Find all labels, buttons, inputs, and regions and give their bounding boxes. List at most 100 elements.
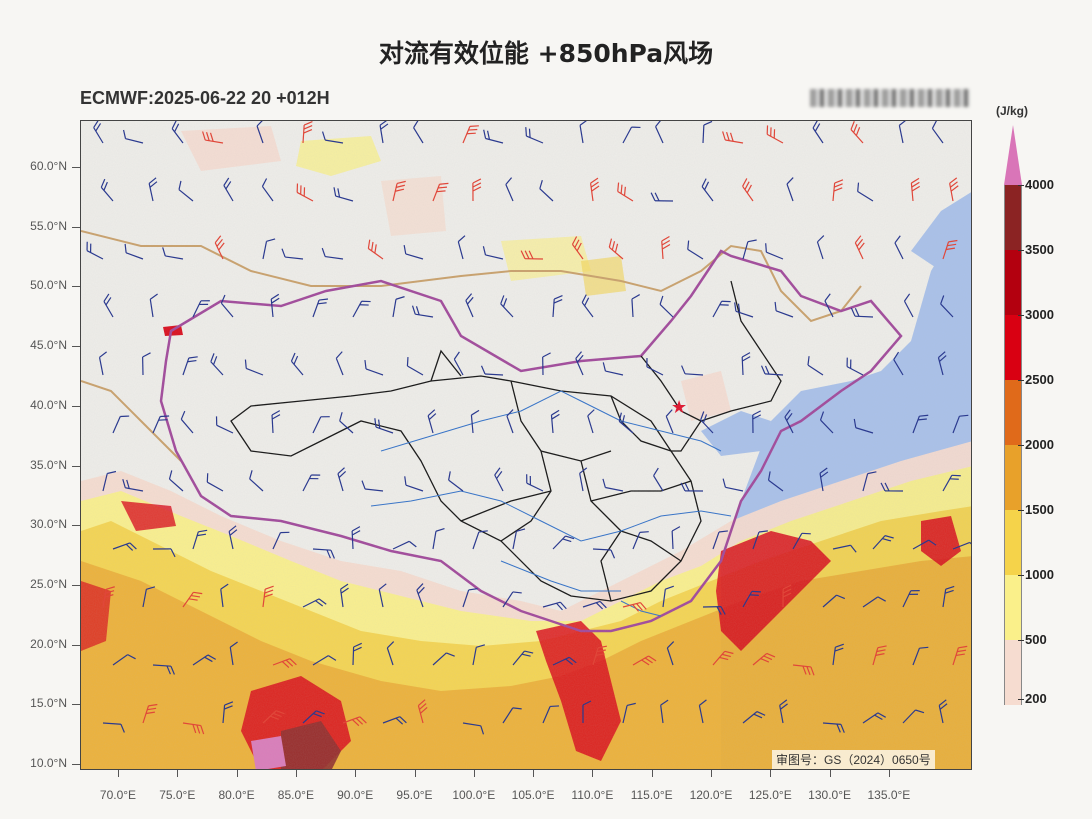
wind-barb <box>411 305 434 318</box>
wind-barb <box>632 655 657 666</box>
wind-barb <box>622 702 636 724</box>
lon-tick <box>177 770 179 777</box>
wind-barb <box>202 131 224 144</box>
wind-barb <box>552 535 575 550</box>
colorbar-segment <box>1004 250 1022 315</box>
map-panel[interactable]: ★ <box>80 120 972 770</box>
wind-barb <box>342 716 367 727</box>
wind-barb <box>903 293 914 318</box>
wind-barb <box>618 412 634 434</box>
wind-barb <box>152 548 176 558</box>
lat-label: 30.0°N <box>30 517 67 532</box>
wind-barb <box>494 467 504 492</box>
colorbar-tick <box>1018 575 1024 576</box>
wind-barb <box>949 177 959 202</box>
colorbar-tick <box>1018 185 1024 186</box>
wind-barb <box>741 352 751 376</box>
wind-barb <box>631 294 640 318</box>
wind-barb <box>472 178 482 202</box>
wind-barb <box>846 357 864 376</box>
colorbar-segment <box>1004 575 1022 640</box>
wind-barb <box>392 180 406 202</box>
wind-barb <box>512 650 534 666</box>
wind-barb <box>103 293 114 318</box>
lat-label: 15.0°N <box>30 696 67 711</box>
wind-barb <box>302 474 321 492</box>
wind-barb <box>321 247 344 260</box>
lon-tick <box>592 770 594 777</box>
colorbar-level-label: 4000 <box>1025 177 1054 192</box>
wind-barb <box>894 235 904 260</box>
wind-barb <box>582 600 607 610</box>
wind-barb <box>937 351 947 376</box>
wind-barb <box>952 541 971 550</box>
wind-barb <box>472 530 488 550</box>
wind-barb <box>337 467 347 492</box>
colorbar-segment <box>1004 510 1022 575</box>
wind-barb <box>312 548 335 559</box>
wind-barb <box>784 409 794 434</box>
wind-barb <box>182 356 198 376</box>
wind-barb <box>102 722 125 733</box>
wind-barb <box>786 177 794 202</box>
colorbar-segment <box>1004 445 1022 510</box>
wind-barb <box>850 121 864 144</box>
wind-barb <box>700 411 714 434</box>
wind-barb <box>782 584 792 608</box>
wind-barb <box>666 641 675 666</box>
wind-barb <box>912 646 929 666</box>
wind-barb <box>220 294 234 318</box>
lat-tick <box>72 167 80 168</box>
wind-barb <box>575 351 584 376</box>
wind-barb <box>262 710 285 724</box>
wind-barb <box>215 416 234 434</box>
wind-barb <box>352 642 362 666</box>
lon-label: 130.0°E <box>808 788 852 802</box>
wind-barb <box>681 365 704 376</box>
wind-barb <box>124 243 144 260</box>
wind-barb <box>367 239 384 260</box>
wind-barb <box>701 178 714 202</box>
wind-barb <box>142 352 151 376</box>
wind-barb <box>832 544 857 553</box>
wind-barb <box>807 356 824 376</box>
wind-barb <box>581 294 594 318</box>
lat-tick <box>72 584 80 586</box>
wind-barb <box>582 700 592 724</box>
lon-label: 105.0°E <box>511 788 555 802</box>
wind-barb <box>392 296 405 318</box>
wind-barb <box>542 601 567 611</box>
lat-label: 25.0°N <box>30 576 67 591</box>
wind-barb <box>271 410 281 434</box>
lon-tick <box>118 770 119 777</box>
wind-barb <box>862 712 886 724</box>
lat-label: 10.0°N <box>30 756 67 770</box>
wind-barb <box>687 240 704 260</box>
lat-label: 55.0°N <box>30 218 67 233</box>
wind-barb <box>872 535 894 550</box>
colorbar-level-label: 2000 <box>1025 437 1054 452</box>
lat-label: 40.0°N <box>30 397 67 412</box>
wind-barb <box>386 641 395 666</box>
wind-barb <box>819 467 829 492</box>
wind-barb <box>229 641 238 666</box>
colorbar-level-label: 1500 <box>1025 502 1054 517</box>
lon-tick <box>295 770 297 777</box>
wind-barb <box>698 699 707 724</box>
wind-barb <box>520 250 544 260</box>
lon-label: 125.0°E <box>748 788 792 802</box>
wind-barb <box>765 243 784 260</box>
wind-barb <box>774 301 794 318</box>
lon-tick <box>355 770 357 777</box>
colorbar-tick <box>1018 250 1024 251</box>
wind-barb <box>760 365 784 376</box>
lat-tick <box>72 465 80 467</box>
wind-barb <box>812 121 824 144</box>
wind-barb <box>712 300 731 318</box>
model-run-label: ECMWF:2025-06-22 20 +012H <box>80 88 330 108</box>
wind-barb <box>502 591 522 608</box>
wind-barb <box>112 415 130 434</box>
lon-tick <box>473 770 475 777</box>
wind-barb <box>302 121 313 144</box>
lat-label: 35.0°N <box>30 457 67 472</box>
